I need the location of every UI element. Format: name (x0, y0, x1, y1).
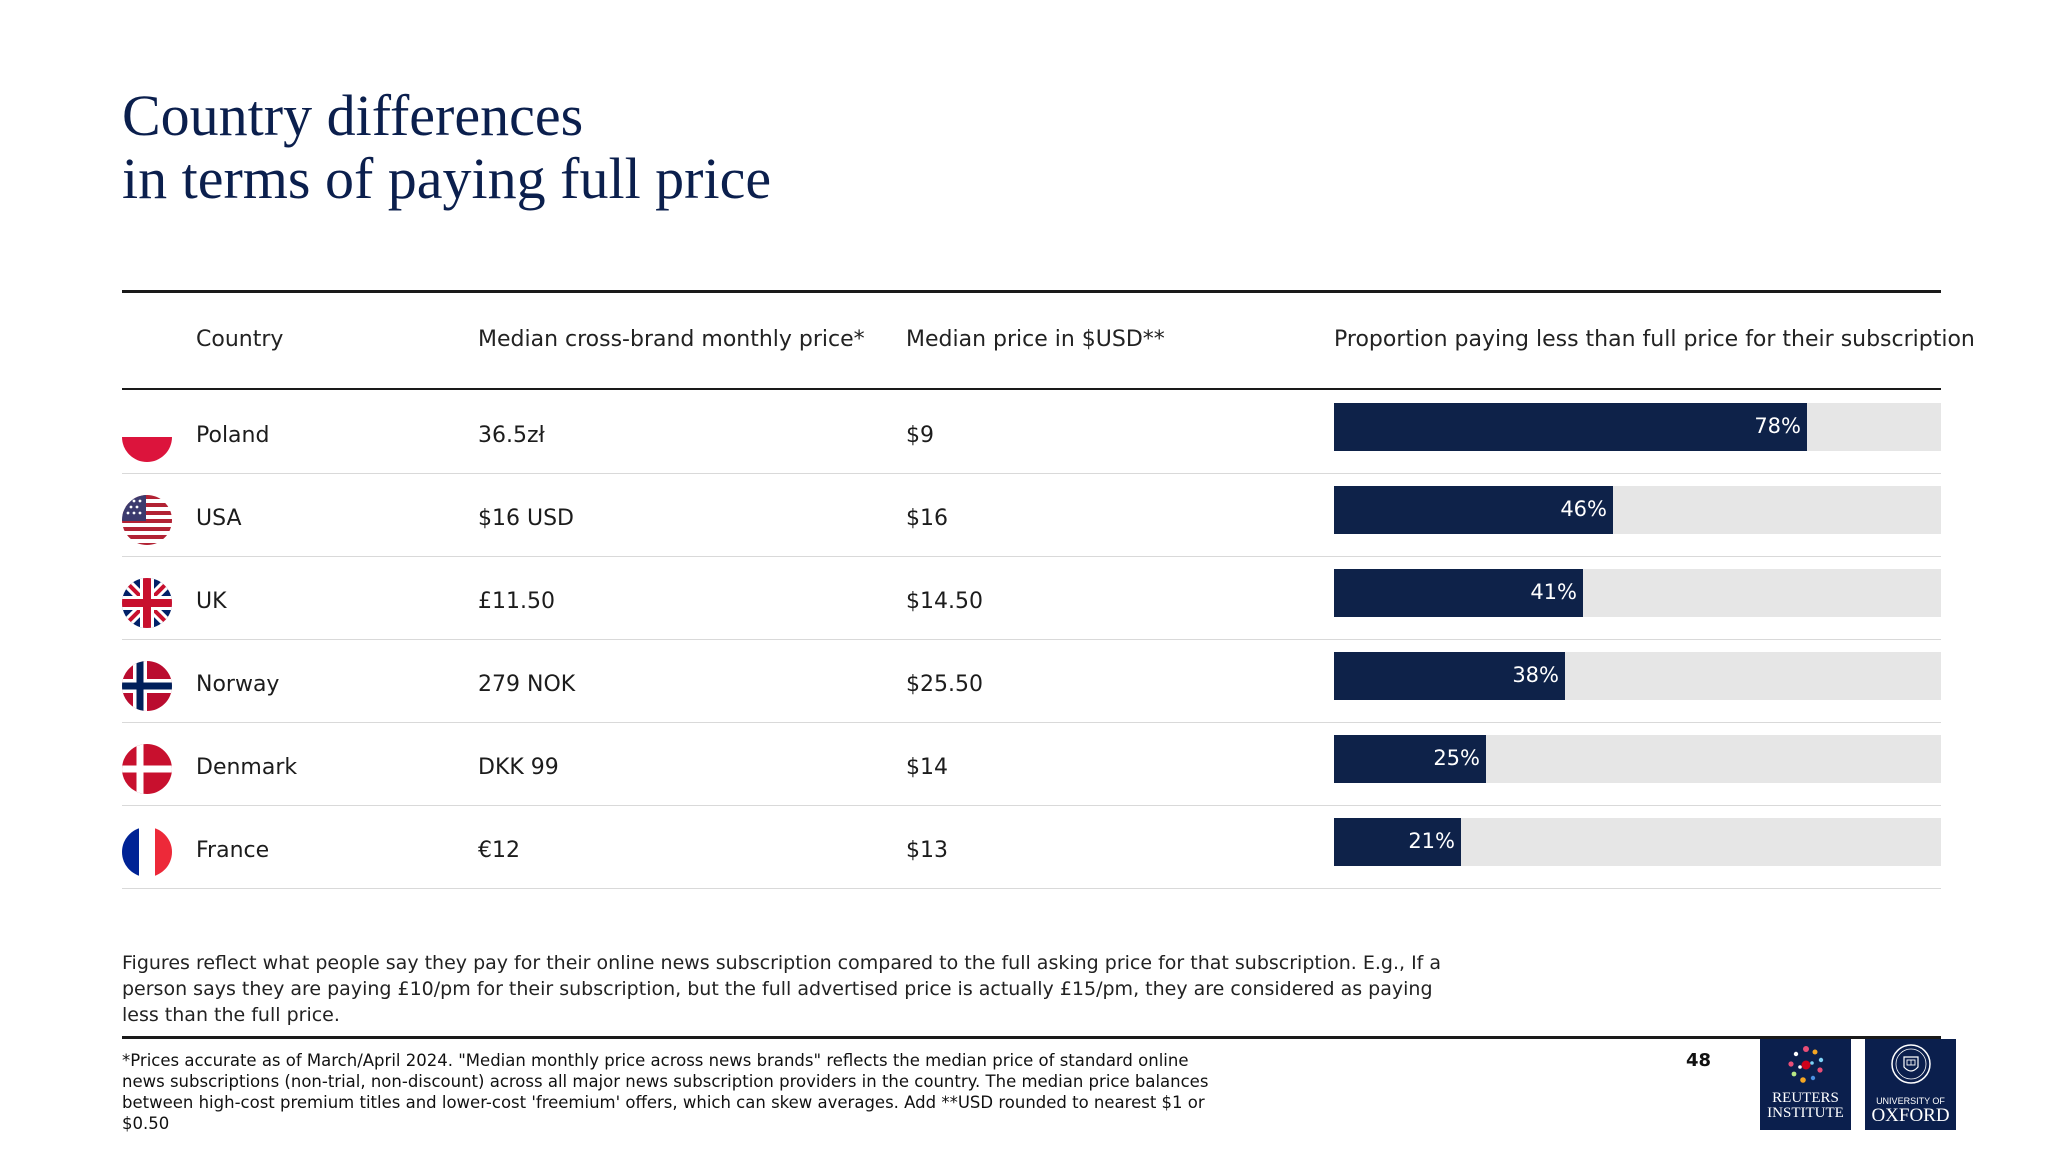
usd-price: $25.50 (906, 672, 983, 697)
bar-track: 78% (1334, 403, 1941, 451)
table-row: Norway 279 NOK $25.50 38% (122, 639, 1941, 723)
bar-track: 41% (1334, 569, 1941, 617)
norway-flag-icon (122, 661, 172, 711)
bar: 25% (1334, 735, 1486, 783)
reuters-line-2: INSTITUTE (1767, 1105, 1844, 1121)
oxford-line-1: UNIVERSITY OF (1876, 1096, 1945, 1106)
page-title-line-2: in terms of paying full price (122, 146, 772, 211)
bar-value-label: 78% (1754, 414, 1801, 438)
reuters-institute-logo: REUTERS INSTITUTE (1760, 1039, 1851, 1130)
bar: 41% (1334, 569, 1583, 617)
reuters-dots-icon (1788, 1046, 1824, 1083)
table-row: Denmark DKK 99 $14 25% (122, 722, 1941, 806)
page-title-line-1: Country differences (122, 83, 584, 148)
bar-value-label: 21% (1408, 829, 1455, 853)
bar: 46% (1334, 486, 1613, 534)
usd-price: $9 (906, 423, 934, 448)
table-row: USA $16 USD $16 46% (122, 473, 1941, 557)
oxford-crest-icon (1891, 1044, 1931, 1084)
france-flag-icon (122, 827, 172, 877)
reuters-line-1: REUTERS (1772, 1090, 1839, 1106)
bar-track: 46% (1334, 486, 1941, 534)
poland-flag-icon (122, 412, 172, 462)
oxford-line-2: OXFORD (1871, 1105, 1950, 1126)
denmark-flag-icon (122, 744, 172, 794)
bar-track: 21% (1334, 818, 1941, 866)
usa-flag-icon (122, 495, 172, 545)
usd-price: $14 (906, 755, 948, 780)
footer-rule (122, 1036, 1941, 1039)
methodology-note: Figures reflect what people say they pay… (122, 952, 1442, 1026)
table-row: France €12 $13 21% (122, 805, 1941, 889)
bar: 78% (1334, 403, 1807, 451)
country-name: Poland (196, 423, 270, 448)
header-rule (122, 388, 1941, 390)
bar-value-label: 38% (1512, 663, 1559, 687)
country-name: USA (196, 506, 242, 531)
table-top-rule (122, 290, 1941, 293)
footnote: *Prices accurate as of March/April 2024.… (122, 1051, 1209, 1133)
local-price: £11.50 (478, 589, 555, 614)
bar-value-label: 41% (1530, 580, 1577, 604)
local-price: $16 USD (478, 506, 574, 531)
usd-price: $14.50 (906, 589, 983, 614)
usd-price: $13 (906, 838, 948, 863)
header-usd-price: Median price in $USD** (906, 327, 1165, 352)
country-name: Norway (196, 672, 280, 697)
bar-value-label: 25% (1433, 746, 1480, 770)
bar-value-label: 46% (1560, 497, 1607, 521)
local-price: 36.5zł (478, 423, 545, 448)
uk-flag-icon (122, 578, 172, 628)
country-name: Denmark (196, 755, 298, 780)
country-name: France (196, 838, 270, 863)
table-row: UK £11.50 $14.50 41% (122, 556, 1941, 640)
bar: 21% (1334, 818, 1461, 866)
bar-track: 25% (1334, 735, 1941, 783)
oxford-logo: UNIVERSITY OF OXFORD (1865, 1039, 1956, 1130)
country-name: UK (196, 589, 227, 614)
page-number: 48 (1686, 1050, 1712, 1071)
bar-track: 38% (1334, 652, 1941, 700)
table-row: Poland 36.5zł $9 78% (122, 390, 1941, 474)
bar: 38% (1334, 652, 1565, 700)
page-title: Country differences in terms of paying f… (122, 84, 1022, 210)
header-proportion: Proportion paying less than full price f… (1334, 327, 1975, 352)
local-price: DKK 99 (478, 755, 559, 780)
header-country: Country (196, 327, 284, 352)
header-local-price: Median cross-brand monthly price* (478, 327, 865, 352)
local-price: €12 (478, 838, 520, 863)
local-price: 279 NOK (478, 672, 576, 697)
usd-price: $16 (906, 506, 948, 531)
